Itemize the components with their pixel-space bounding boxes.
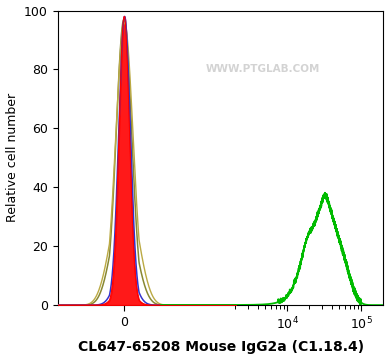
Y-axis label: Relative cell number: Relative cell number	[5, 93, 19, 222]
X-axis label: CL647-65208 Mouse IgG2a (C1.18.4): CL647-65208 Mouse IgG2a (C1.18.4)	[77, 341, 364, 355]
Text: WWW.PTGLAB.COM: WWW.PTGLAB.COM	[206, 64, 320, 75]
